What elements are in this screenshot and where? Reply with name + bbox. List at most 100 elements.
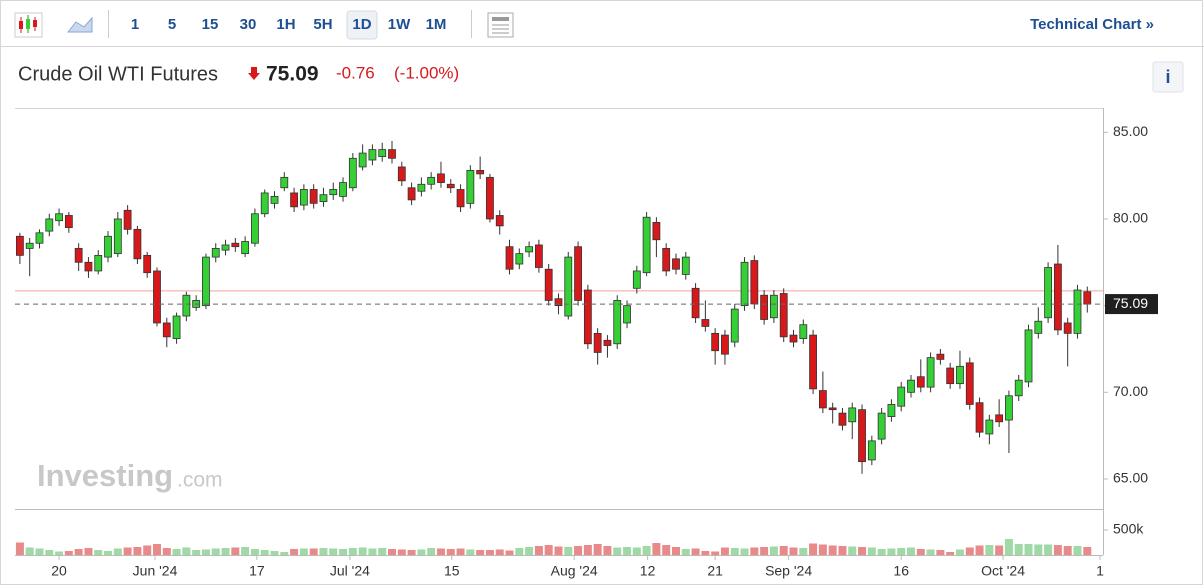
interval-button[interactable]: 1D xyxy=(352,16,371,33)
candle-body xyxy=(534,244,543,268)
candle-body xyxy=(153,270,161,324)
candle-body xyxy=(1024,329,1033,383)
candle-body xyxy=(15,235,24,256)
candle-body xyxy=(368,149,377,161)
x-tick-label: 1 xyxy=(1096,563,1104,579)
candle-body xyxy=(456,189,465,208)
candle-body xyxy=(74,248,83,263)
volume-bar xyxy=(505,550,514,555)
volume-bar xyxy=(143,545,152,555)
volume-bar xyxy=(201,549,210,555)
x-tick-label: Sep '24 xyxy=(765,563,812,579)
interval-button[interactable]: 1M xyxy=(426,16,447,33)
volume-bar xyxy=(133,547,142,555)
volume-bar xyxy=(94,550,103,555)
instrument-title: Crude Oil WTI Futures xyxy=(18,63,218,85)
y-tick-label: 70.00 xyxy=(1113,383,1148,399)
volume-bar xyxy=(388,549,397,555)
candle-body xyxy=(642,216,651,274)
volume-bar xyxy=(182,547,191,555)
volume-bar xyxy=(995,545,1004,555)
volume-bar xyxy=(64,551,73,555)
interval-button[interactable]: 1W xyxy=(388,16,411,33)
volume-bar xyxy=(152,544,161,555)
candle-body xyxy=(339,182,347,197)
technical-chart-link[interactable]: Technical Chart » xyxy=(1030,16,1154,33)
volume-bar xyxy=(642,546,651,555)
candle-body xyxy=(916,376,925,388)
volume-bar xyxy=(211,548,220,555)
candle-body xyxy=(329,189,338,196)
volume-bar xyxy=(270,551,279,555)
interval-button[interactable]: 5H xyxy=(313,16,332,33)
candle-body xyxy=(760,294,769,320)
candle-body xyxy=(241,241,250,255)
candle-icon[interactable] xyxy=(14,12,43,38)
interval-button[interactable]: 1H xyxy=(276,16,295,33)
candle-body xyxy=(632,270,641,289)
interval-button[interactable]: 1 xyxy=(131,16,139,33)
volume-bar xyxy=(25,547,34,555)
volume-bar xyxy=(907,547,916,555)
candle-body xyxy=(525,246,534,253)
candle-body xyxy=(45,218,54,232)
volume-bar xyxy=(1044,544,1053,555)
volume-bar xyxy=(554,546,563,555)
volume-bar xyxy=(113,548,122,555)
volume-bar xyxy=(583,545,592,555)
volume-bar xyxy=(476,550,485,555)
volume-bar xyxy=(711,551,720,555)
interval-button[interactable]: 5 xyxy=(168,16,176,33)
watermark-suffix: .com xyxy=(177,469,223,492)
candle-body xyxy=(55,213,63,222)
candle-body xyxy=(623,305,631,324)
candle-body xyxy=(838,412,847,426)
volume-bar xyxy=(720,547,729,555)
interval-button[interactable]: 30 xyxy=(240,16,257,33)
area-icon[interactable] xyxy=(66,16,93,33)
candle-body xyxy=(897,386,906,407)
volume-bar xyxy=(15,542,24,555)
candle-body xyxy=(495,215,504,227)
settings-icon[interactable] xyxy=(487,12,514,38)
price-change: -0.76 xyxy=(336,63,375,82)
candle-body xyxy=(613,300,622,345)
candle-body xyxy=(975,402,984,433)
icon-body xyxy=(26,19,30,29)
volume-bar xyxy=(162,548,171,555)
candle-body xyxy=(574,246,582,301)
candle-body xyxy=(867,440,876,461)
volume-bar xyxy=(45,550,54,555)
volume-bar xyxy=(769,546,778,555)
candle-body xyxy=(319,194,328,203)
candle-body xyxy=(64,215,73,229)
candle-body xyxy=(1063,322,1072,334)
candle-body xyxy=(35,232,44,244)
volume-bar xyxy=(260,550,269,555)
volume-bar xyxy=(525,547,534,555)
candle-body xyxy=(985,419,994,435)
watermark-brand: Investing xyxy=(37,458,173,493)
interval-button[interactable]: 15 xyxy=(202,16,219,33)
volume-bar xyxy=(495,549,504,555)
volume-bar xyxy=(74,549,83,555)
volume-bar xyxy=(436,548,445,555)
candle-body xyxy=(388,149,396,159)
last-price: 75.09 xyxy=(266,63,319,86)
volume-bar xyxy=(574,546,583,555)
candle-body xyxy=(211,248,220,258)
volume-bar xyxy=(671,547,680,555)
volume-bar xyxy=(809,543,818,555)
volume-bar xyxy=(348,548,357,555)
volume-bar xyxy=(828,545,837,555)
candle-body xyxy=(544,268,553,301)
candle-body xyxy=(818,390,827,409)
candle-body xyxy=(1073,289,1082,334)
volume-bar xyxy=(789,547,798,555)
volume-bar xyxy=(867,547,876,555)
volume-bar xyxy=(544,545,553,555)
info-button[interactable] xyxy=(1152,61,1184,93)
info-icon[interactable]: i xyxy=(1165,67,1170,87)
candle-body xyxy=(427,176,436,185)
